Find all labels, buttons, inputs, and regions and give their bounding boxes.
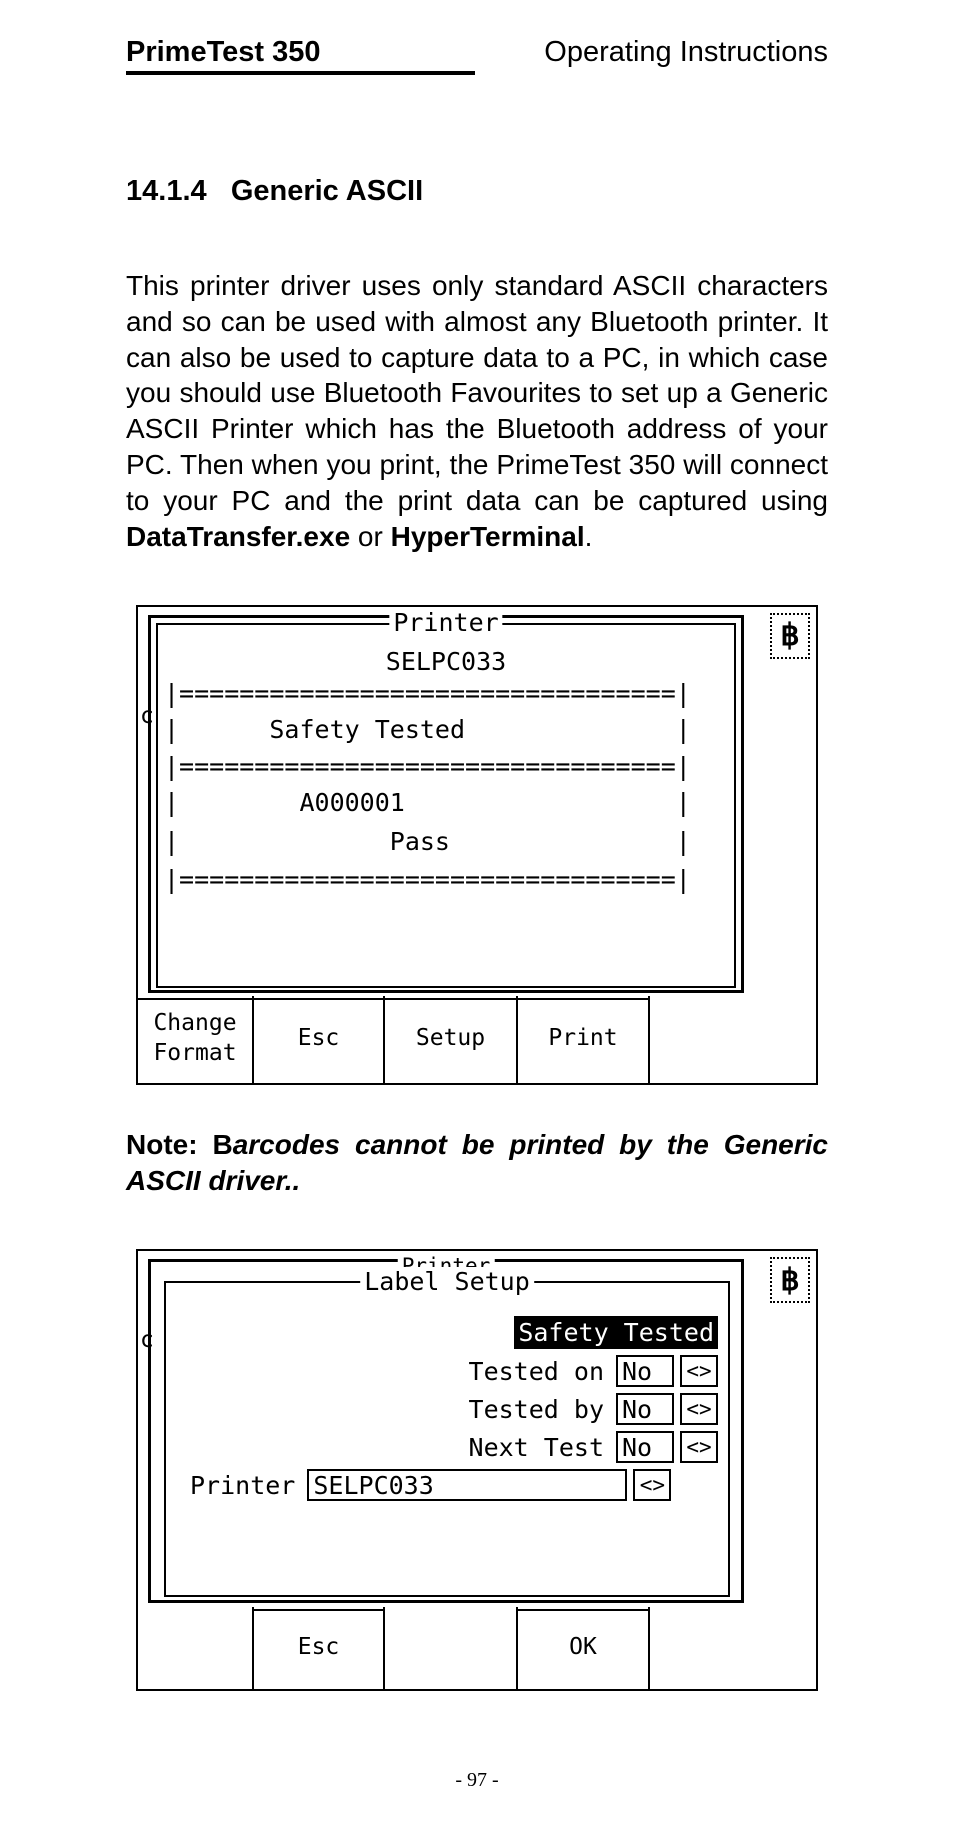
ss2-highlight-row: Safety Tested (166, 1313, 728, 1352)
ss1-softkey-row: Change Format Esc Setup Print (138, 996, 816, 1083)
ss2-clip-char: c (140, 1327, 154, 1353)
softkey-setup[interactable]: Setup (385, 996, 518, 1083)
ss1-line-1: | Safety Tested | (164, 711, 734, 750)
ss2-row-printer: Printer SELPC033 <> (166, 1466, 728, 1504)
ss2-softkey-blank2 (385, 1607, 518, 1689)
ss2-row-tested-by: Tested by No <> (166, 1390, 728, 1428)
bluetooth-icon: ฿ (770, 613, 810, 659)
ss2-sk2-label: Esc (298, 1633, 340, 1663)
softkey-blank (650, 996, 816, 1083)
ss2-softkey-blank3 (650, 1607, 816, 1689)
ss2-inner-frame: Label Setup Safety Tested Tested on No <… (164, 1281, 730, 1597)
ss2-input-tested-by[interactable]: No (616, 1393, 674, 1425)
ss2-input-tested-on[interactable]: No (616, 1355, 674, 1387)
header-title-right: Operating Instructions (544, 36, 828, 69)
paragraph-pre: This printer driver uses only standard A… (126, 270, 828, 516)
ss2-sk4-label: OK (569, 1633, 597, 1663)
ss2-row-next-test: Next Test No <> (166, 1428, 728, 1466)
page-number: - 97 - (0, 1769, 954, 1792)
ss2-row-tested-on: Tested on No <> (166, 1352, 728, 1390)
ss1-clip-char: c (140, 703, 154, 729)
ss1-line-2: | A000001 | (164, 784, 734, 823)
softkey-print-label: Print (548, 1024, 617, 1054)
note-lead: Note: B (126, 1129, 233, 1160)
page-header: PrimeTest 350 Operating Instructions (126, 36, 828, 75)
ss1-rule-3: |=================================| (164, 862, 734, 897)
ss2-highlight[interactable]: Safety Tested (514, 1316, 718, 1349)
ss2-arrows-next-test[interactable]: <> (680, 1431, 718, 1463)
bluetooth-icon: ฿ (770, 1257, 810, 1303)
ss2-label-next-test: Next Test (469, 1433, 610, 1462)
bt-glyph: ฿ (780, 618, 799, 653)
ss2-top-area: Printer Label Setup Safety Tested Tested… (138, 1251, 816, 1611)
header-title-left: PrimeTest 350 (126, 36, 475, 75)
ss2-input-printer[interactable]: SELPC033 (307, 1469, 627, 1501)
softkey-change-format[interactable]: Change Format (138, 996, 254, 1083)
softkey-setup-label: Setup (416, 1024, 485, 1054)
ss2-label-tested-by: Tested by (469, 1395, 610, 1424)
softkey-esc-label: Esc (298, 1024, 340, 1054)
ss1-line-3: | Pass | (164, 823, 734, 862)
bt-glyph: ฿ (780, 1263, 799, 1298)
note-paragraph: Note: Barcodes cannot be printed by the … (126, 1127, 828, 1200)
ss2-input-next-test[interactable]: No (616, 1431, 674, 1463)
ss1-rule-2: |=================================| (164, 749, 734, 784)
ss2-label-printer: Printer (190, 1471, 301, 1500)
ss2-softkey-esc[interactable]: Esc (254, 1607, 385, 1689)
section-number: 14.1.4 (126, 175, 207, 207)
paragraph-bold1: DataTransfer.exe (126, 521, 350, 552)
printer-preview-screenshot: Printer SELPC033 |======================… (136, 605, 818, 1085)
paragraph-bold2: HyperTerminal (391, 521, 585, 552)
ss1-window-title: Printer (389, 608, 502, 637)
ss2-softkey-row: Esc OK (138, 1607, 816, 1689)
ss2-form: Safety Tested Tested on No <> Tested by … (166, 1313, 728, 1504)
ss2-arrows-tested-by[interactable]: <> (680, 1393, 718, 1425)
ss2-softkey-blank1 (138, 1607, 254, 1689)
softkey-change-line1: Change (153, 1009, 236, 1039)
ss1-top-area: Printer SELPC033 |======================… (138, 607, 816, 1000)
section-heading: 14.1.4 Generic ASCII (126, 175, 828, 208)
paragraph-mid: or (350, 521, 390, 552)
ss1-inner-frame: Printer SELPC033 |======================… (156, 623, 736, 988)
label-setup-screenshot: Printer Label Setup Safety Tested Tested… (136, 1249, 818, 1691)
ss2-softkey-ok[interactable]: OK (518, 1607, 650, 1689)
body-paragraph: This printer driver uses only standard A… (126, 268, 828, 555)
ss2-inner-title: Label Setup (360, 1267, 534, 1296)
softkey-change-line2: Format (153, 1039, 236, 1069)
paragraph-post: . (585, 521, 593, 552)
ss2-arrows-tested-on[interactable]: <> (680, 1355, 718, 1387)
ss2-arrows-printer[interactable]: <> (633, 1469, 671, 1501)
ss1-rule-1: |=================================| (164, 676, 734, 711)
softkey-print[interactable]: Print (518, 996, 650, 1083)
softkey-esc[interactable]: Esc (254, 996, 385, 1083)
ss1-subtitle: SELPC033 (158, 647, 734, 676)
ss2-label-tested-on: Tested on (469, 1357, 610, 1386)
section-title: Generic ASCII (231, 175, 423, 207)
